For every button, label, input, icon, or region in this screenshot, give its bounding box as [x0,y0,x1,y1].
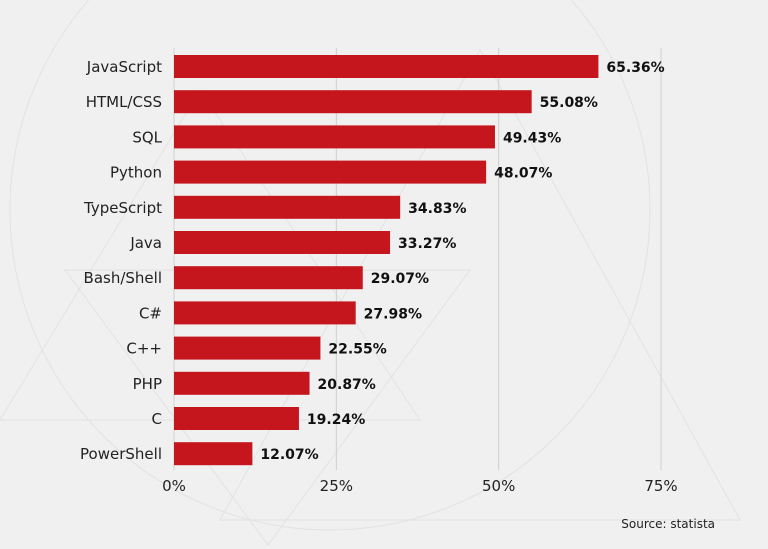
value-label: 19.24% [307,412,365,428]
gridlines [173,48,662,470]
category-label: SQL [132,128,162,146]
category-label: HTML/CSS [86,93,162,111]
value-label: 29.07% [371,271,429,287]
value-label: 34.83% [408,201,466,217]
bar [174,160,487,184]
bar [174,301,356,325]
value-label: 22.55% [328,342,386,358]
category-labels: JavaScript HTML/CSS SQL Python TypeScript Jav… [80,58,163,463]
category-label: PowerShell [80,445,162,463]
bar [174,90,532,114]
category-label: Python [110,164,162,182]
bar [174,442,253,466]
bar [174,125,495,149]
bar [174,266,363,290]
source-note: Source: statista [621,517,715,531]
bar [174,55,599,78]
bar [174,407,299,430]
value-label: 48.07% [494,166,552,182]
bar [174,336,321,360]
category-label: C [152,410,162,428]
value-labels: 65.36% 55.08% 49.43% 48.07% 34.83% 33.27% 29.0… [260,60,664,463]
category-label: TypeScript [83,199,162,217]
value-label: 65.36% [606,60,664,76]
category-label: Bash/Shell [84,269,162,287]
value-label: 49.43% [503,130,561,146]
bar [174,371,310,395]
value-label: 33.27% [398,236,456,252]
value-label: 55.08% [540,95,598,111]
value-label: 20.87% [318,377,376,393]
category-label: C# [139,304,162,322]
value-label: 27.98% [364,306,422,322]
bars [174,55,599,466]
category-label: JavaScript [86,58,162,76]
bar [174,195,401,219]
value-label: 12.07% [260,447,318,463]
category-label: Java [129,234,162,252]
x-tick-label: 0% [162,477,186,495]
x-tick-labels: 0% 25% 50% 75% [162,477,678,495]
category-label: C++ [126,340,162,358]
x-tick-label: 75% [644,477,677,495]
category-label: PHP [133,375,162,393]
bar [174,231,391,254]
x-tick-label: 50% [482,477,515,495]
x-tick-label: 25% [320,477,353,495]
